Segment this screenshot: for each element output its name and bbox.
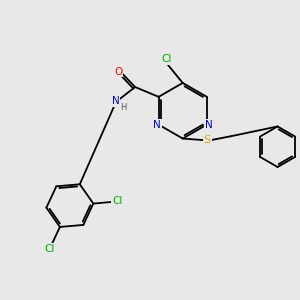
Text: Cl: Cl: [112, 196, 122, 206]
Text: N: N: [153, 120, 161, 130]
Text: O: O: [114, 67, 122, 76]
Text: N: N: [112, 96, 119, 106]
Text: H: H: [120, 103, 127, 112]
Text: Cl: Cl: [161, 54, 172, 64]
Text: Cl: Cl: [45, 244, 55, 254]
Text: N: N: [205, 120, 212, 130]
Text: S: S: [204, 135, 211, 145]
